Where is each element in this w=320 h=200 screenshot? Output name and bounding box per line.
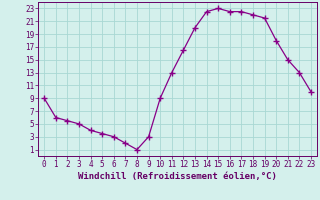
X-axis label: Windchill (Refroidissement éolien,°C): Windchill (Refroidissement éolien,°C) [78,172,277,181]
